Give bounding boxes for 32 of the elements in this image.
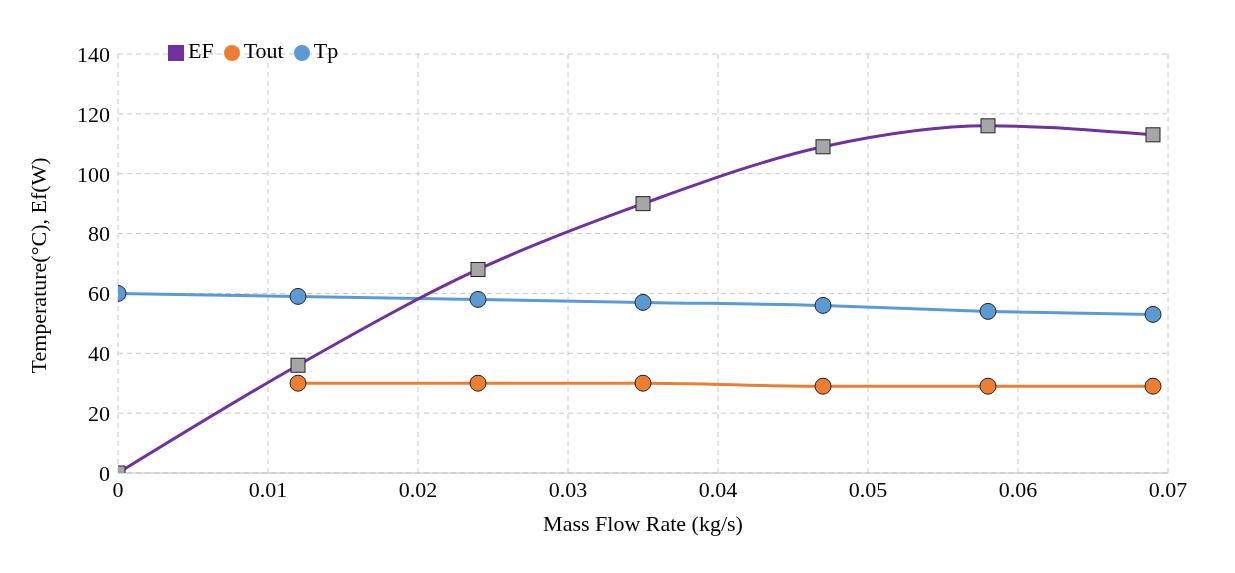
point <box>289 374 307 392</box>
point <box>289 287 307 305</box>
x-tick-label: 0.06 <box>998 476 1038 502</box>
x-tick-label: 0.02 <box>398 476 438 502</box>
y-tick-label: 100 <box>77 161 110 187</box>
legend-label: Tout <box>243 38 284 63</box>
y-tick-label: 60 <box>88 281 110 307</box>
x-axis-title: Mass Flow Rate (kg/s) <box>543 511 743 536</box>
y-tick-label: 140 <box>77 41 110 67</box>
point <box>469 374 487 392</box>
x-tick-label: 0.07 <box>1148 476 1188 502</box>
y-tick-label: 40 <box>88 341 110 367</box>
legend-label: EF <box>188 38 214 63</box>
legend-label: Tp <box>313 38 339 63</box>
point <box>1144 377 1162 395</box>
point <box>814 377 832 395</box>
x-tick-label: 0.01 <box>248 476 288 502</box>
y-tick-label: 120 <box>77 101 110 127</box>
y-tick-label: 80 <box>88 221 110 247</box>
y-tick-label: 20 <box>88 400 110 426</box>
point <box>814 296 832 314</box>
y-axis-title: Temperature(°C), Ef(W) <box>25 157 51 374</box>
x-tick-label: 0.05 <box>848 476 888 502</box>
point <box>979 377 997 395</box>
y-tick-label: 0 <box>99 460 110 486</box>
point <box>1144 305 1162 323</box>
point <box>634 293 652 311</box>
point <box>634 374 652 392</box>
point <box>979 302 997 320</box>
x-tick-label: 0.03 <box>548 476 588 502</box>
point <box>469 290 487 308</box>
x-tick-label: 0.04 <box>698 476 738 502</box>
